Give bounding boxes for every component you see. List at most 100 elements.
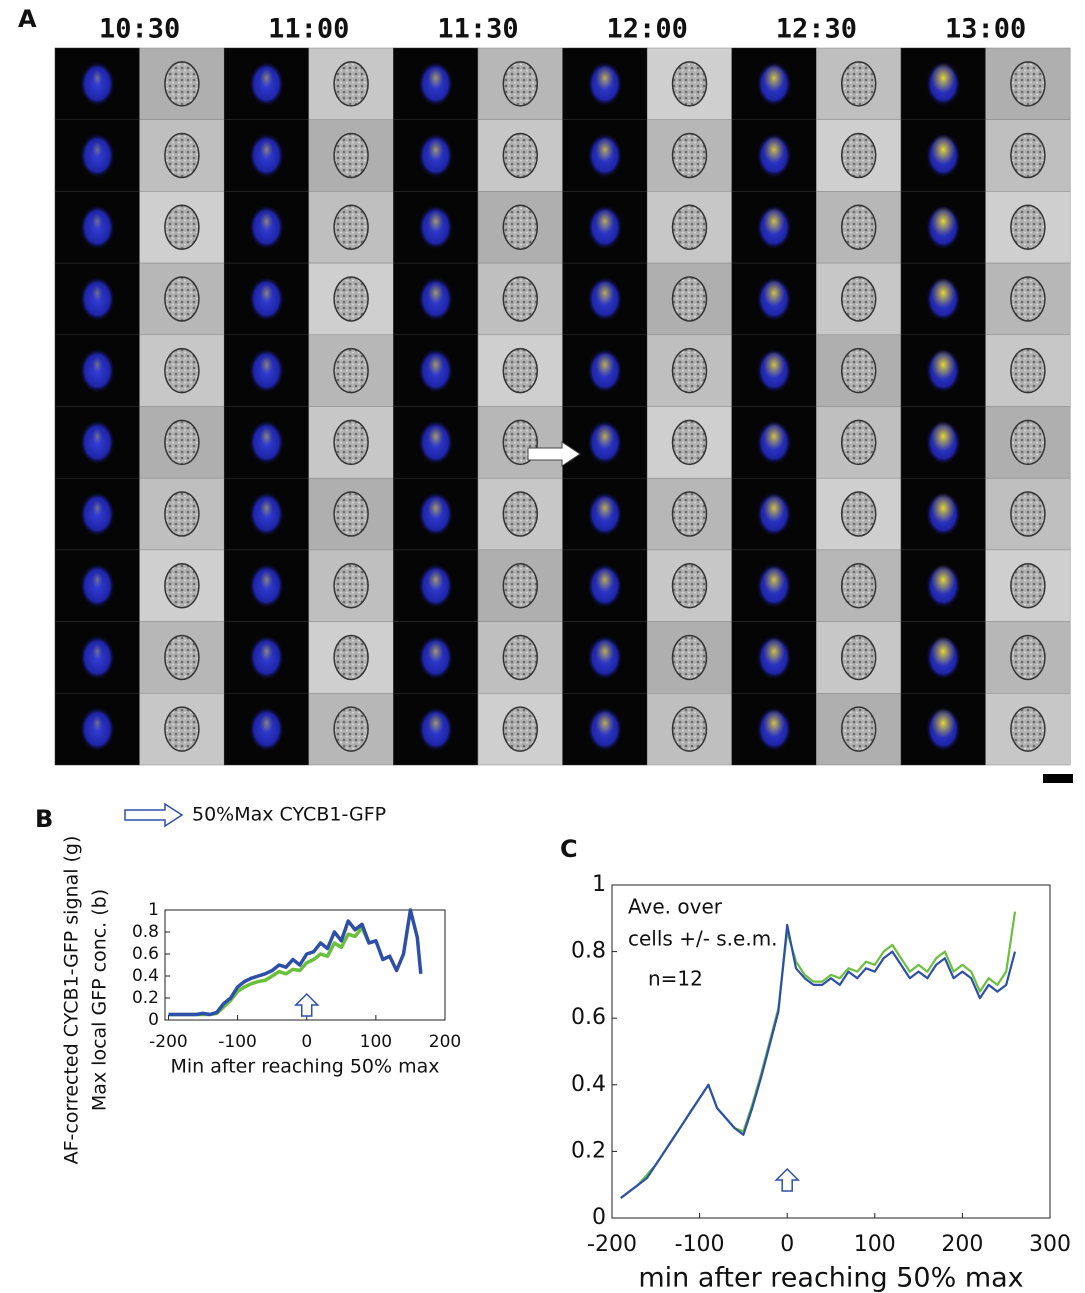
panel-label: B xyxy=(35,805,53,833)
y-tick-label: 0.6 xyxy=(132,944,159,964)
fluorescence-tile xyxy=(562,621,648,694)
time-label: 10:30 xyxy=(99,14,180,45)
cell xyxy=(502,132,539,179)
data-line xyxy=(620,911,1017,1199)
y-tick-label: 0.8 xyxy=(132,922,159,942)
gfp-spot xyxy=(260,211,273,231)
cell xyxy=(1010,419,1046,466)
cell xyxy=(502,706,539,752)
marker-arrow xyxy=(774,1167,801,1192)
gfp-spot xyxy=(595,567,615,592)
cell xyxy=(333,276,369,322)
gfp-spot xyxy=(595,209,615,234)
gfp-spot xyxy=(427,210,444,233)
gfp-spot xyxy=(595,710,615,736)
y-tick-label: 0.2 xyxy=(132,988,159,1008)
gfp-spot xyxy=(260,498,273,518)
gfp-spot xyxy=(763,207,785,235)
gfp-spot xyxy=(595,137,615,162)
x-axis-label: Min after reaching 50% max xyxy=(170,1056,439,1078)
gfp-spot xyxy=(763,566,785,594)
gfp-spot xyxy=(92,500,103,517)
y-axis-label: Max local GFP conc. (b) xyxy=(89,889,111,1111)
gfp-spot xyxy=(931,493,956,524)
panel-label: A xyxy=(18,5,37,33)
cell xyxy=(671,419,708,466)
gfp-spot xyxy=(92,643,103,660)
cell xyxy=(1010,563,1046,609)
cell xyxy=(164,419,200,466)
cell xyxy=(840,61,877,107)
brightfield-tile xyxy=(646,621,733,694)
y-tick-label: 0 xyxy=(592,1205,606,1230)
y-tick-label: 1 xyxy=(592,872,606,897)
gfp-spot xyxy=(763,637,785,666)
data-line xyxy=(168,908,423,1017)
time-label: 11:00 xyxy=(268,14,349,45)
gfp-spot xyxy=(427,138,444,161)
cell xyxy=(1010,204,1046,250)
gfp-spot xyxy=(763,135,785,164)
annotation: n=12 xyxy=(648,967,703,991)
gfp-spot xyxy=(92,715,103,732)
brightfield-tile xyxy=(139,334,225,407)
cell xyxy=(164,347,200,394)
panel-label: C xyxy=(560,835,578,863)
gfp-spot xyxy=(92,141,103,158)
data-line xyxy=(620,923,1017,1199)
cell xyxy=(333,706,369,752)
gfp-spot xyxy=(763,422,785,450)
gfp-spot xyxy=(931,277,956,308)
cell xyxy=(502,276,539,322)
gfp-spot xyxy=(260,140,273,159)
cell xyxy=(333,419,369,466)
cell xyxy=(333,61,369,107)
gfp-spot xyxy=(260,68,273,88)
cell xyxy=(164,634,200,681)
gfp-spot xyxy=(763,64,785,92)
cell xyxy=(840,132,877,179)
legend-arrow xyxy=(124,802,184,828)
cell xyxy=(164,563,200,609)
plot-frame xyxy=(611,884,1051,1219)
x-tick-label: 200 xyxy=(429,1032,461,1052)
gfp-spot xyxy=(427,353,444,376)
cell xyxy=(1010,634,1046,681)
cell xyxy=(333,204,369,250)
x-tick-label: 0 xyxy=(301,1032,312,1052)
x-tick-label: -200 xyxy=(587,1232,637,1257)
x-tick-label: -100 xyxy=(675,1232,725,1257)
gfp-spot xyxy=(763,494,785,522)
gfp-spot xyxy=(92,284,103,301)
cell xyxy=(671,347,708,394)
time-label: 12:00 xyxy=(607,14,688,45)
y-tick-label: 0.8 xyxy=(571,939,606,964)
cell xyxy=(502,347,539,394)
cell xyxy=(671,706,708,752)
cell xyxy=(502,204,539,250)
cell xyxy=(1010,347,1046,394)
cell xyxy=(502,563,539,609)
cell xyxy=(333,634,369,681)
gfp-spot xyxy=(260,642,273,661)
cell xyxy=(1010,276,1046,322)
cell xyxy=(671,61,708,107)
cell xyxy=(840,563,877,609)
x-tick-label: 200 xyxy=(941,1232,983,1257)
y-tick-label: 0.2 xyxy=(571,1138,606,1163)
gfp-spot xyxy=(92,428,103,445)
cell xyxy=(164,491,200,537)
gfp-spot xyxy=(427,282,444,304)
cell xyxy=(502,634,539,681)
gfp-spot xyxy=(92,571,103,588)
gfp-spot xyxy=(427,497,444,519)
annotation: Ave. over xyxy=(628,895,723,919)
gfp-spot xyxy=(92,356,103,373)
x-tick-label: 100 xyxy=(360,1032,392,1052)
cell xyxy=(671,204,708,250)
x-tick-label: 300 xyxy=(1029,1232,1071,1257)
gfp-spot xyxy=(427,712,444,734)
gfp-spot xyxy=(763,709,785,737)
gfp-spot xyxy=(260,426,273,446)
cell xyxy=(333,563,369,609)
